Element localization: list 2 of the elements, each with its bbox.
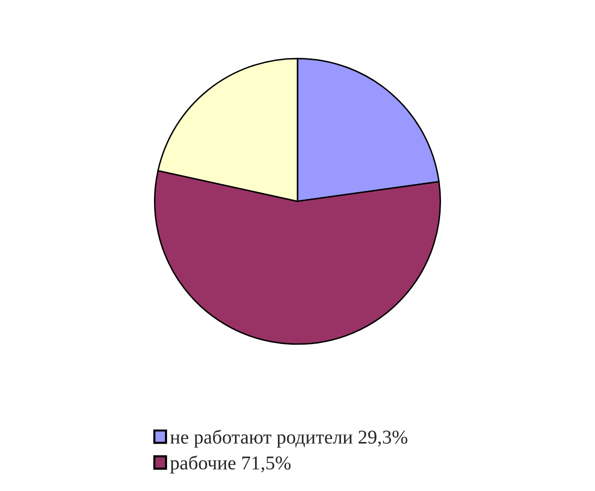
legend-label: рабочие 71,5%: [170, 455, 291, 474]
legend-label: не работают родители 29,3%: [170, 430, 408, 448]
